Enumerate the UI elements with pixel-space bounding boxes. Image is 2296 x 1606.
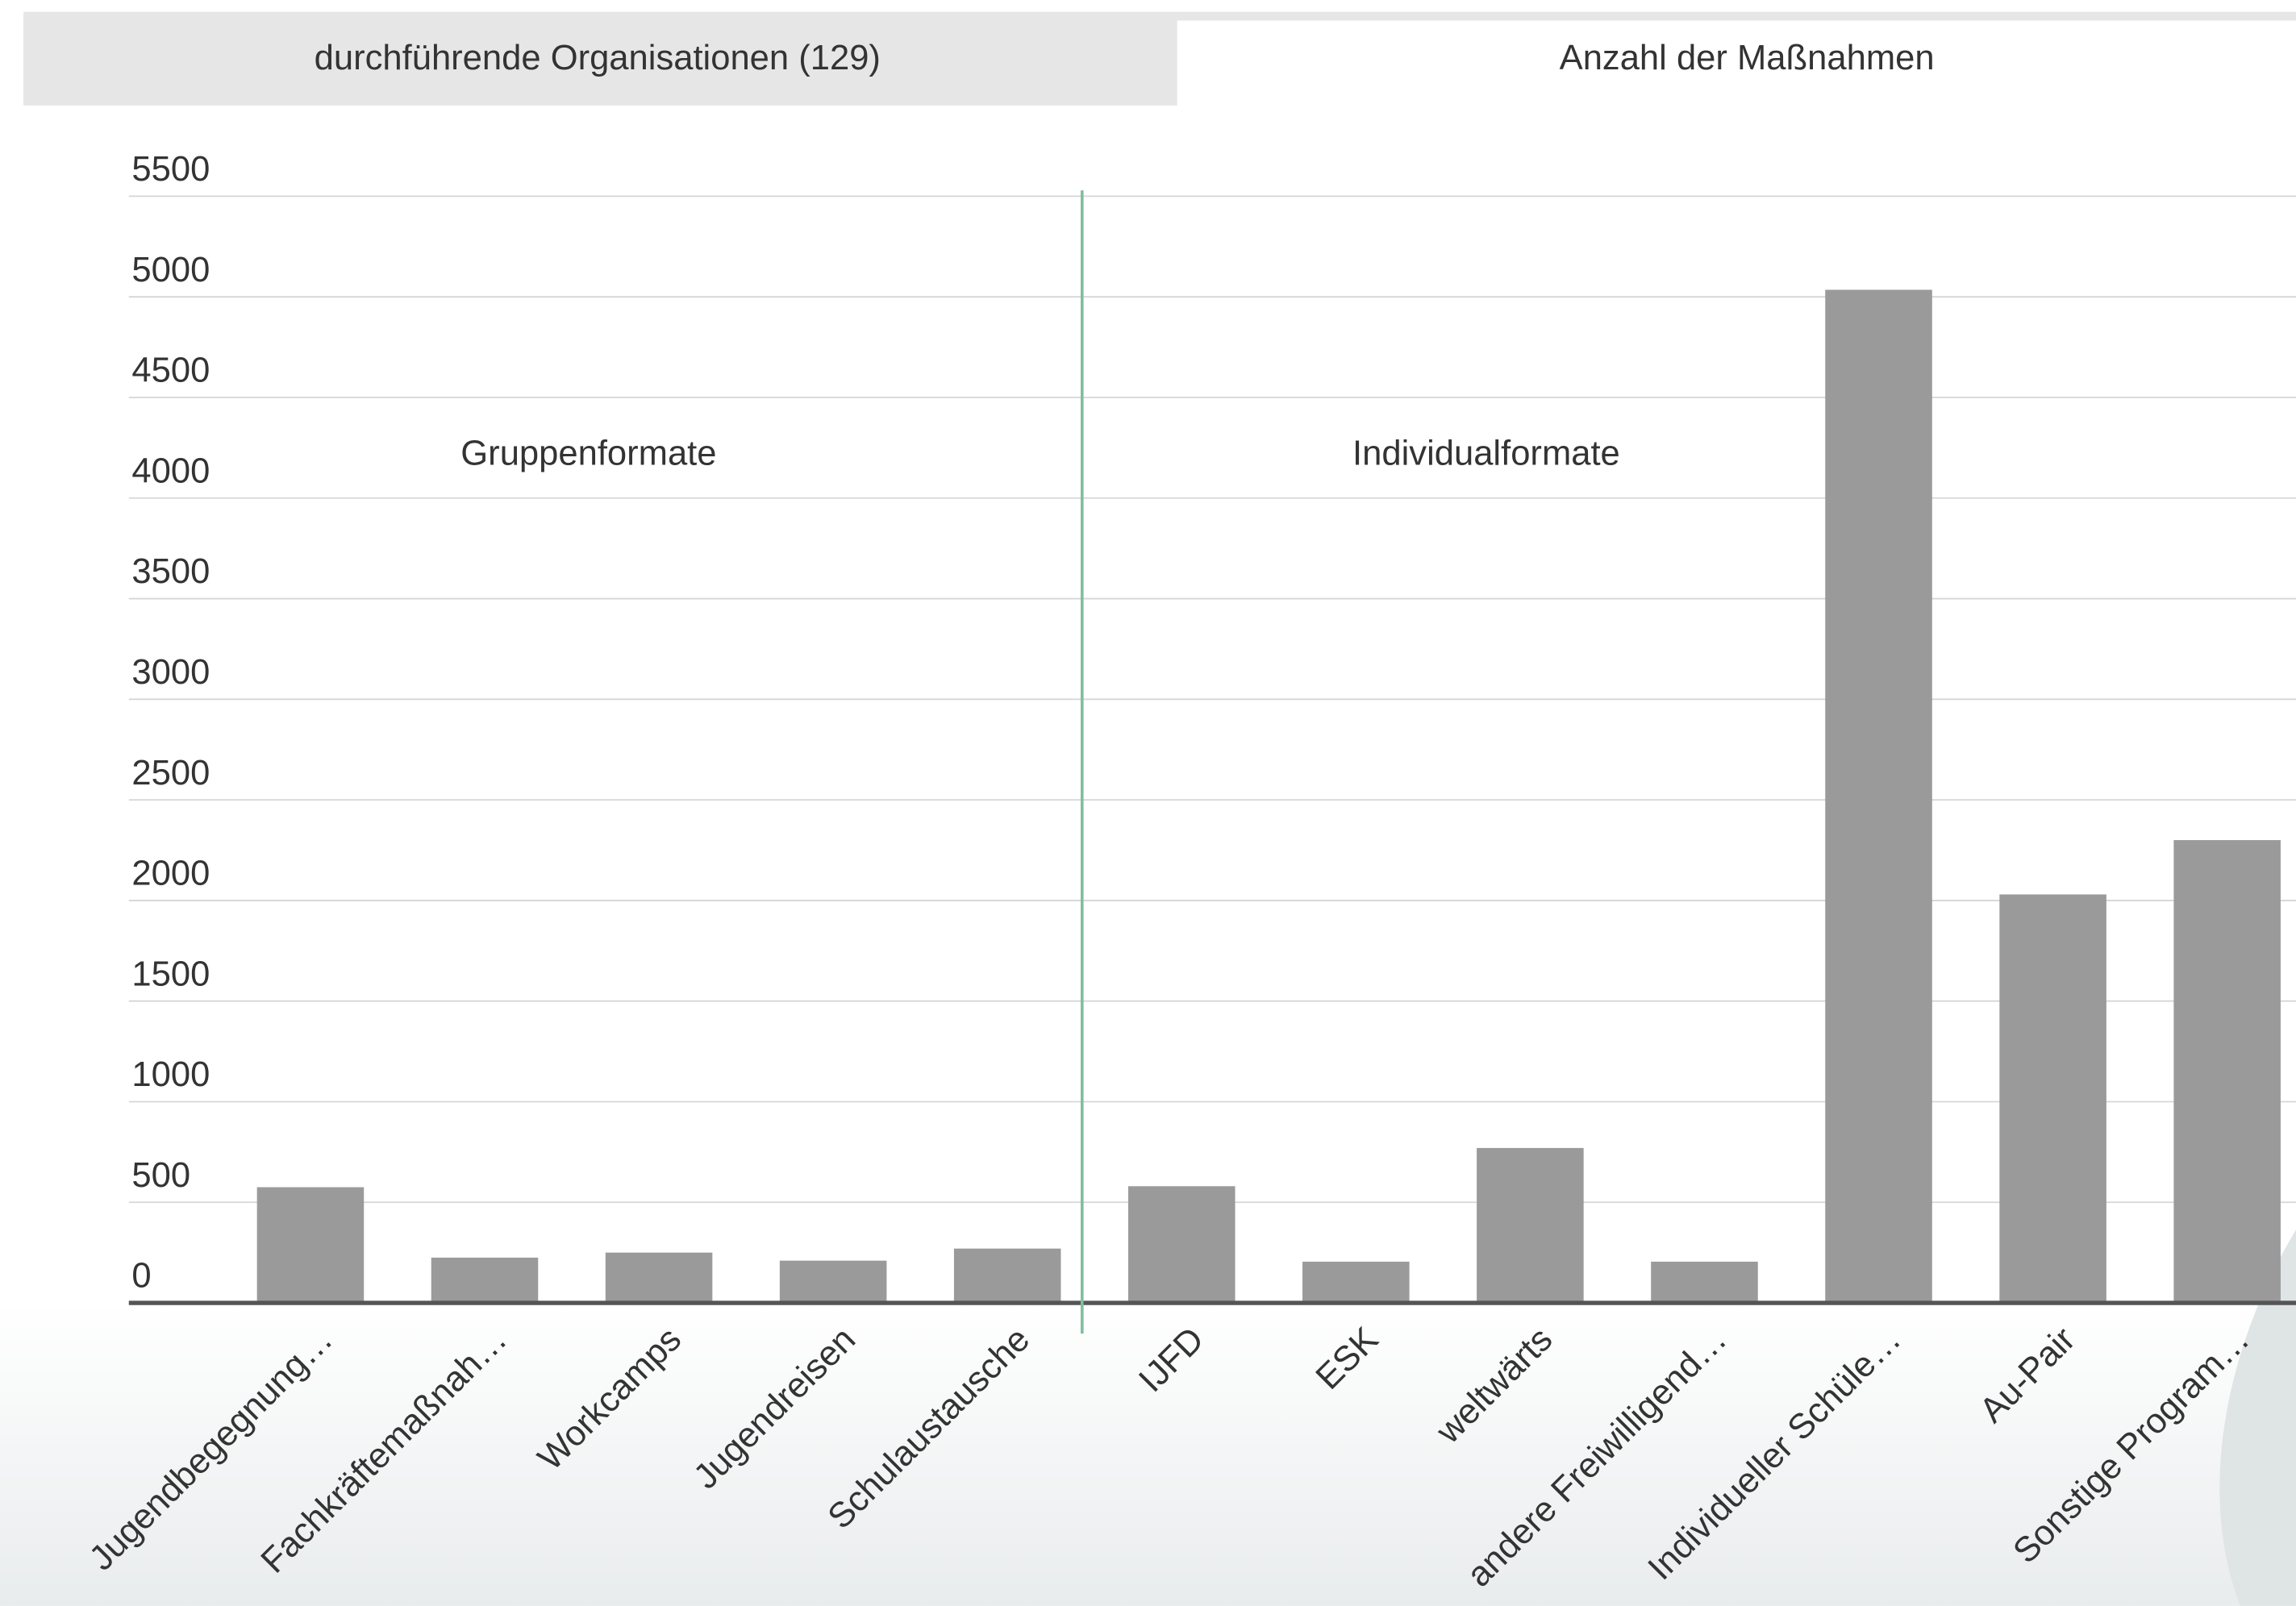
y-tick-label: 500: [131, 1156, 190, 1195]
bar: [1302, 1261, 1410, 1304]
y-tick-label: 5000: [131, 251, 210, 289]
y-tick-label: 0: [131, 1257, 151, 1296]
floor-gradient: [0, 1303, 2296, 1606]
bar: [605, 1252, 713, 1304]
annotation: Individualformate: [1352, 434, 1620, 472]
bar: [1477, 1147, 1584, 1304]
y-tick-label: 1500: [131, 955, 210, 993]
y-tick-label: 2000: [131, 855, 210, 893]
bar: [953, 1248, 1061, 1304]
annotation: Gruppenformate: [460, 434, 716, 472]
bar: [779, 1260, 887, 1304]
y-tick-label: 2500: [131, 754, 210, 793]
bar: [1825, 289, 1932, 1304]
y-tick-label: 3000: [131, 653, 210, 692]
y-tick-label: 3500: [131, 552, 210, 591]
y-tick-label: 5500: [131, 150, 210, 189]
decoration: [2219, 1229, 2296, 1606]
tab[interactable]: [23, 15, 1177, 106]
bar: [431, 1257, 539, 1304]
y-tick-label: 4500: [131, 352, 210, 390]
bar: [256, 1187, 365, 1304]
bar: [1651, 1261, 1758, 1304]
y-tick-label: 4000: [131, 451, 210, 490]
bar: [1127, 1186, 1236, 1304]
tab-label[interactable]: durchführende Organisationen (129): [315, 39, 881, 77]
tab-active[interactable]: [1177, 20, 2296, 106]
tab-label[interactable]: Anzahl der Maßnahmen: [1560, 39, 1935, 77]
bar: [2173, 840, 2281, 1304]
bar: [1999, 894, 2106, 1304]
y-tick-label: 1000: [131, 1055, 210, 1094]
